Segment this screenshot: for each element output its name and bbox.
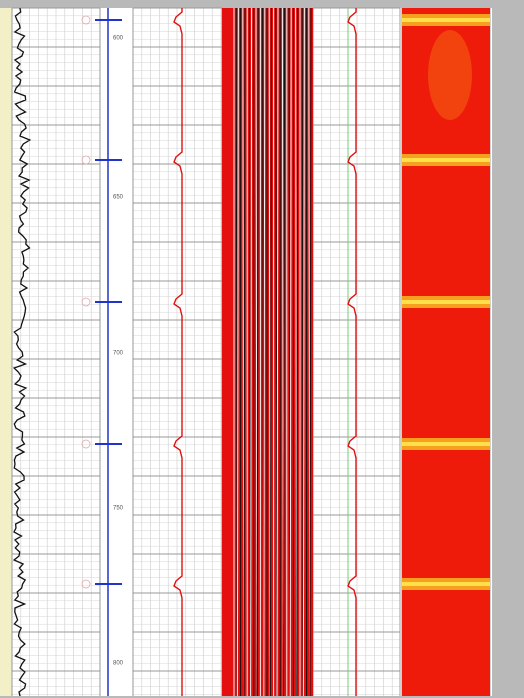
vdl-trace bbox=[302, 7, 305, 697]
vdl-trace bbox=[235, 7, 238, 697]
vdl-trace bbox=[262, 7, 265, 697]
depth-label: 800 bbox=[113, 661, 124, 667]
vdl-trace bbox=[289, 7, 292, 697]
transit-time-curve bbox=[347, 8, 357, 696]
vdl-trace bbox=[309, 7, 312, 697]
curve-layer bbox=[12, 7, 490, 697]
vdl-trace bbox=[269, 7, 272, 697]
collar-ring bbox=[81, 297, 91, 307]
collar-ring bbox=[81, 439, 91, 449]
image-band-core bbox=[402, 300, 490, 304]
depth-label: 700 bbox=[113, 351, 124, 357]
lithology-fill bbox=[0, 8, 12, 696]
image-band-core bbox=[402, 582, 490, 586]
collar-ring bbox=[81, 15, 91, 25]
depth-label: 750 bbox=[113, 506, 124, 512]
vdl-trace bbox=[283, 7, 286, 697]
vdl-trace bbox=[248, 7, 251, 697]
vdl-trace bbox=[250, 7, 253, 697]
vdl-trace bbox=[281, 7, 284, 697]
vdl-trace bbox=[268, 7, 271, 697]
vdl-trace bbox=[276, 7, 279, 697]
depth-label: 650 bbox=[113, 195, 124, 201]
image-band-core bbox=[402, 158, 490, 162]
vdl-trace bbox=[295, 7, 298, 697]
vdl-trace bbox=[308, 7, 311, 697]
vdl-trace bbox=[255, 7, 258, 697]
vdl-trace bbox=[288, 7, 291, 697]
image-band-core bbox=[402, 442, 490, 446]
vdl-trace bbox=[236, 7, 239, 697]
gamma-curve bbox=[12, 7, 32, 697]
vdl-trace bbox=[263, 7, 266, 697]
amplitude-curve bbox=[173, 8, 183, 696]
collar-ring bbox=[81, 155, 91, 165]
vdl-trace bbox=[243, 7, 246, 697]
vdl-trace bbox=[296, 7, 299, 697]
vdl-trace bbox=[256, 7, 259, 697]
image-glow bbox=[428, 30, 472, 120]
depth-label: 600 bbox=[113, 36, 124, 42]
image-band-core bbox=[402, 18, 490, 22]
vdl-trace bbox=[242, 7, 245, 697]
depth-labels: 600 650 700 750 800 bbox=[113, 36, 124, 667]
vdl-trace bbox=[275, 7, 278, 697]
collar-ring bbox=[81, 579, 91, 589]
grid-layer bbox=[11, 7, 491, 696]
vdl-trace bbox=[301, 7, 304, 697]
